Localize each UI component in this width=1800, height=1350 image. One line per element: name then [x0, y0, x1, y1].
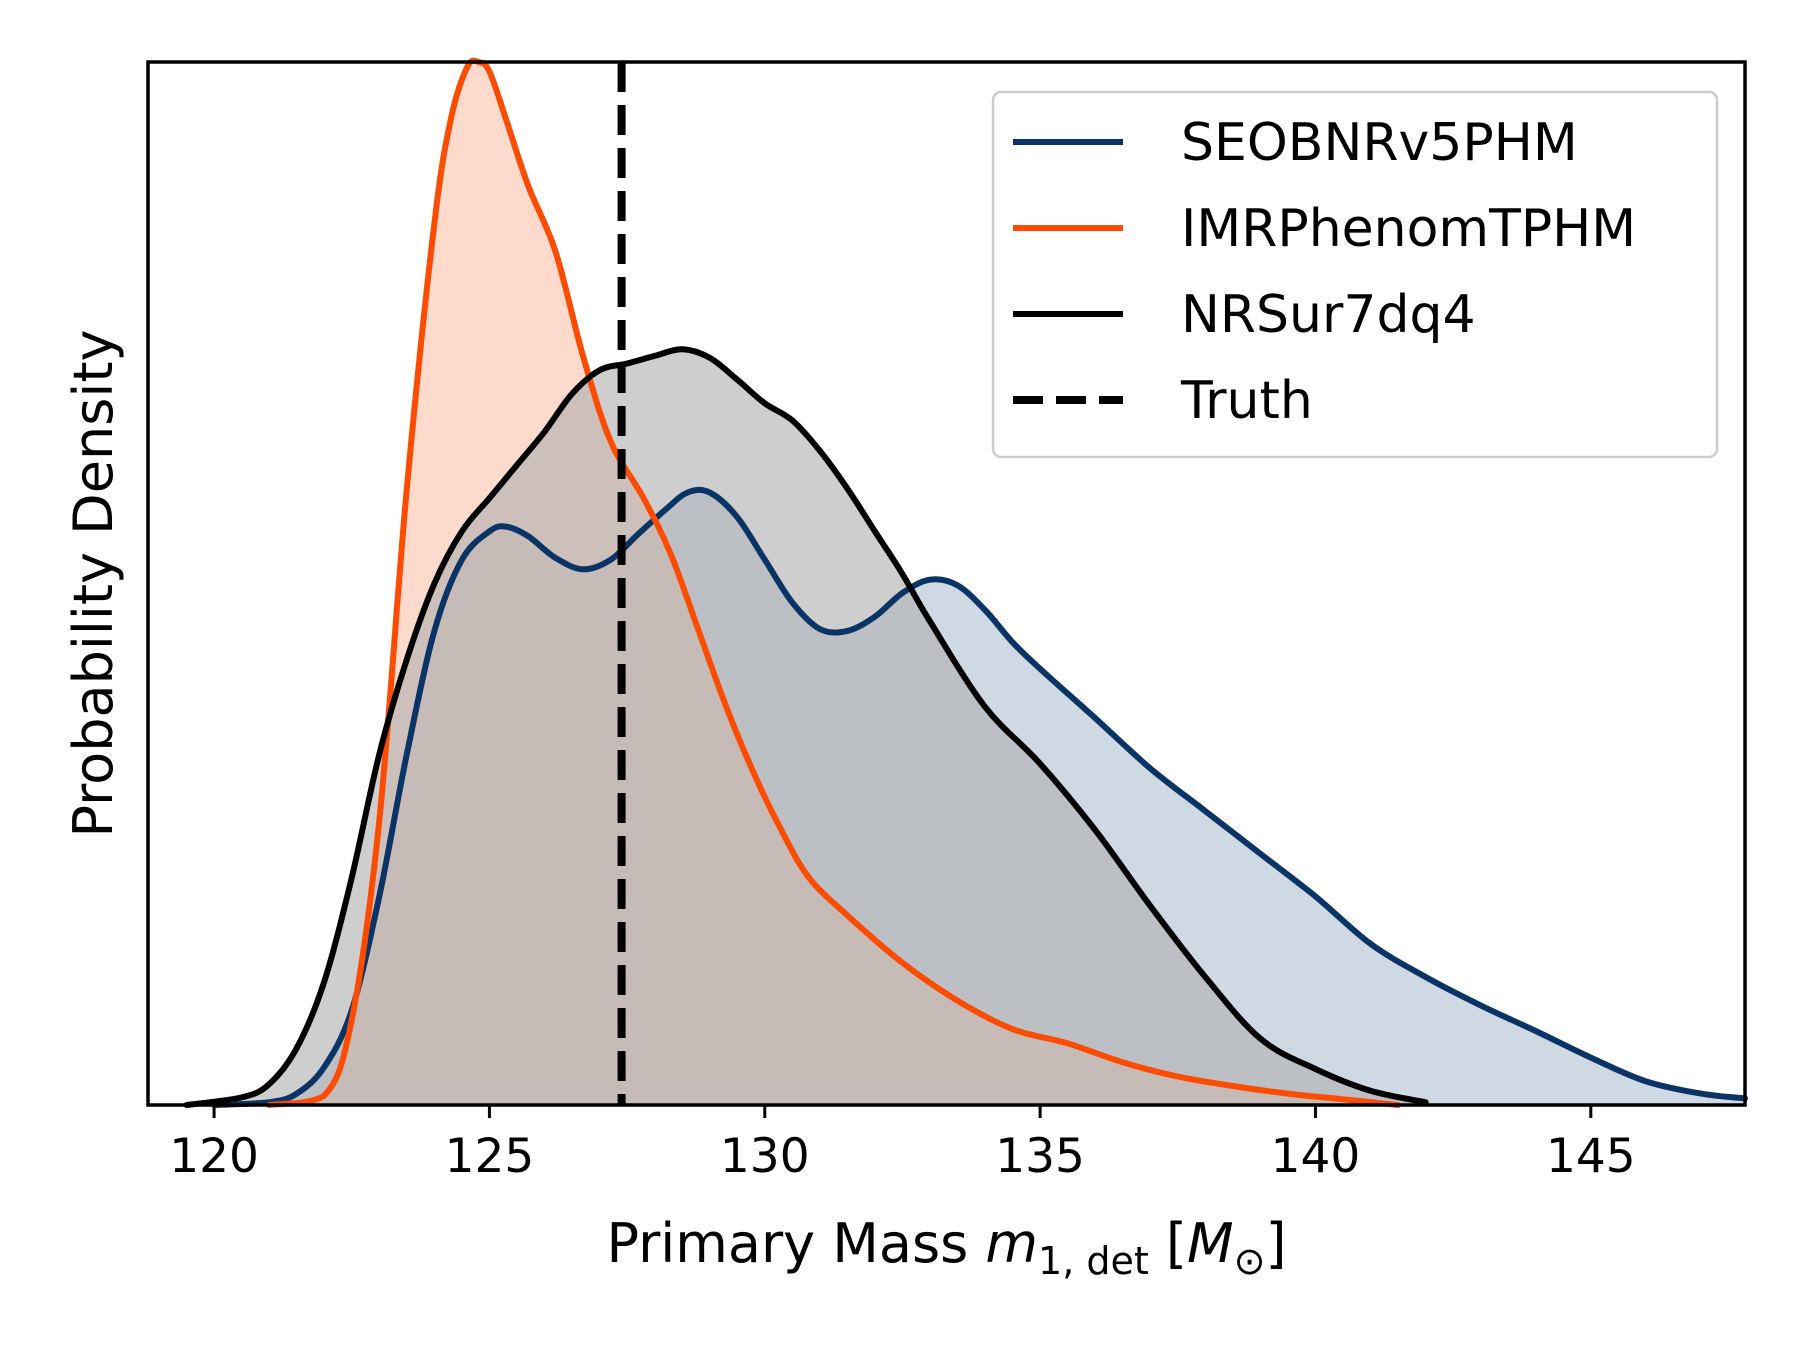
- series-line-nrsur7dq4: [183, 346, 1429, 1108]
- legend-label-seobnrv5phm: SEOBNRv5PHM: [1181, 113, 1578, 173]
- x-axis-label-unit-symbol: M: [1187, 1212, 1234, 1275]
- legend-label-nrsur7dq4: NRSur7dq4: [1181, 285, 1476, 345]
- x-axis-label-unit-close: ]: [1265, 1212, 1286, 1275]
- x-axis-label: Primary Mass m1, det [M⊙]: [606, 1212, 1286, 1283]
- x-axis-label-unit-subscript: ⊙: [1234, 1239, 1266, 1283]
- x-axis-label-text: Primary Mass: [606, 1212, 985, 1275]
- legend-box: [991, 90, 1719, 459]
- x-axis-label-symbol: m: [985, 1212, 1038, 1275]
- x-tick-label: 125: [445, 1129, 535, 1184]
- legend-label-imrphenomtphm: IMRPhenomTPHM: [1181, 199, 1636, 259]
- distribution-fills: [186, 60, 1746, 1106]
- x-axis-ticks: 120 125 130 135 140 145: [169, 1105, 1636, 1184]
- legend-label-truth: Truth: [1180, 371, 1313, 431]
- series-line-seobnrv5phm: [211, 486, 1748, 1108]
- series-fill-nrsur7dq4: [186, 349, 1426, 1105]
- y-axis-label: Probability Density: [62, 330, 125, 838]
- x-tick-label: 145: [1546, 1129, 1636, 1184]
- x-axis-label-unit-open: [: [1149, 1212, 1187, 1275]
- x-tick-label: 140: [1271, 1129, 1361, 1184]
- x-tick-label: 130: [720, 1129, 810, 1184]
- x-tick-label: 120: [169, 1129, 259, 1184]
- plot-frame: [146, 60, 1747, 1107]
- legend: SEOBNRv5PHM IMRPhenomTPHM NRSur7dq4 Truth: [991, 90, 1719, 459]
- x-axis-label-subscript: 1, det: [1038, 1239, 1149, 1283]
- x-tick-label: 135: [995, 1129, 1085, 1184]
